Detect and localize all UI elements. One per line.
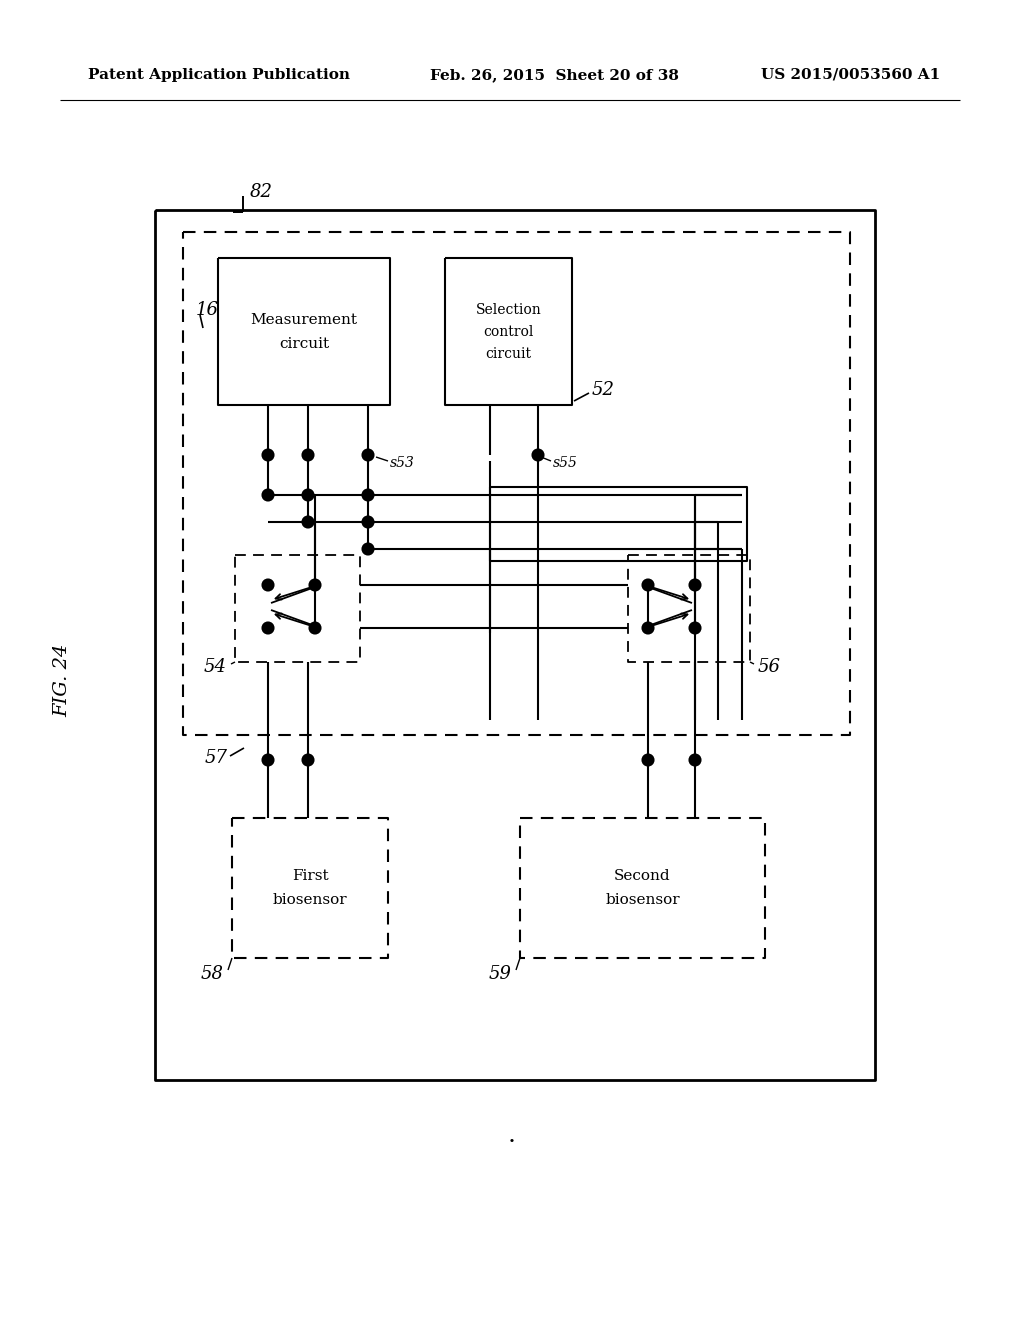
Text: 59: 59 (489, 965, 512, 983)
Text: .: . (508, 1123, 516, 1147)
Text: biosensor: biosensor (272, 894, 347, 907)
Circle shape (689, 623, 700, 634)
Text: 82: 82 (250, 183, 273, 201)
Circle shape (309, 579, 321, 590)
Text: 56: 56 (758, 657, 781, 676)
Circle shape (302, 490, 313, 500)
Text: Patent Application Publication: Patent Application Publication (88, 69, 350, 82)
Text: Selection: Selection (475, 302, 542, 317)
Circle shape (302, 755, 313, 766)
Circle shape (362, 516, 374, 528)
Circle shape (642, 755, 653, 766)
Circle shape (262, 755, 273, 766)
Text: 57: 57 (205, 748, 228, 767)
Circle shape (532, 450, 544, 461)
Text: FIG. 24: FIG. 24 (53, 643, 71, 717)
Text: Feb. 26, 2015  Sheet 20 of 38: Feb. 26, 2015 Sheet 20 of 38 (430, 69, 679, 82)
Circle shape (309, 623, 321, 634)
Circle shape (302, 516, 313, 528)
Text: s55: s55 (553, 455, 578, 470)
Circle shape (262, 623, 273, 634)
Text: s53: s53 (390, 455, 415, 470)
Text: control: control (483, 325, 534, 338)
Circle shape (642, 623, 653, 634)
Text: First: First (292, 869, 329, 883)
Text: circuit: circuit (279, 337, 329, 351)
Text: US 2015/0053560 A1: US 2015/0053560 A1 (761, 69, 940, 82)
Circle shape (689, 755, 700, 766)
Text: circuit: circuit (485, 346, 531, 360)
Circle shape (362, 490, 374, 500)
Text: 16: 16 (196, 301, 219, 319)
Text: 58: 58 (201, 965, 224, 983)
Circle shape (689, 579, 700, 590)
Circle shape (262, 490, 273, 500)
Circle shape (362, 544, 374, 554)
Text: Measurement: Measurement (251, 313, 357, 326)
Circle shape (262, 579, 273, 590)
Circle shape (642, 579, 653, 590)
Circle shape (262, 450, 273, 461)
Text: 54: 54 (204, 657, 227, 676)
Circle shape (362, 450, 374, 461)
Circle shape (302, 450, 313, 461)
Text: 52: 52 (592, 381, 615, 399)
Text: biosensor: biosensor (605, 894, 680, 907)
Text: Second: Second (614, 869, 671, 883)
